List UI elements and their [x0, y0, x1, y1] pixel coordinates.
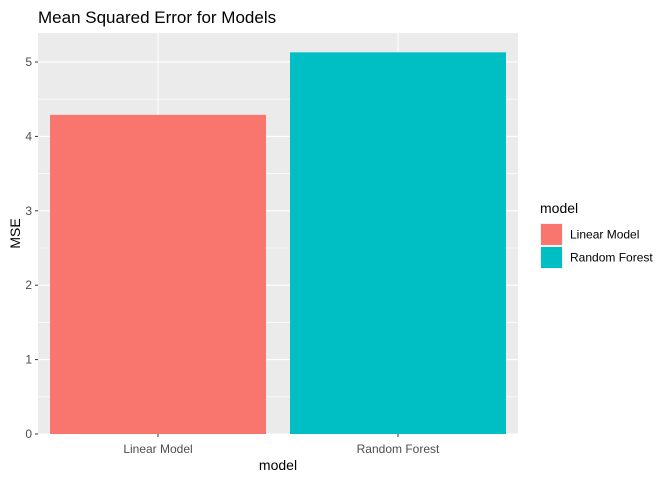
y-tick-label: 5	[25, 55, 32, 69]
legend-label: Linear Model	[570, 228, 639, 242]
legend-label: Random Forest	[570, 251, 653, 265]
y-tick-label: 2	[25, 278, 32, 292]
legend: model Linear Model Random Forest	[540, 200, 653, 269]
y-axis: 0 1 2 3 4 5	[25, 55, 38, 441]
y-tick-label: 4	[25, 129, 32, 143]
bar-random-forest	[290, 52, 506, 434]
x-axis: Linear Model Random Forest	[123, 434, 440, 456]
y-tick-label: 3	[25, 204, 32, 218]
x-tick-label: Linear Model	[123, 442, 192, 456]
legend-title: model	[540, 200, 578, 216]
x-axis-title: model	[259, 457, 297, 473]
y-tick-label: 0	[25, 427, 32, 441]
y-tick-label: 1	[25, 353, 32, 367]
y-axis-title: MSE	[7, 218, 23, 248]
x-tick-label: Random Forest	[357, 442, 440, 456]
legend-key-swatch	[541, 247, 562, 268]
bars	[50, 52, 506, 434]
bar-linear-model	[50, 114, 266, 434]
chart-title: Mean Squared Error for Models	[38, 8, 276, 27]
legend-key-swatch	[541, 224, 562, 245]
